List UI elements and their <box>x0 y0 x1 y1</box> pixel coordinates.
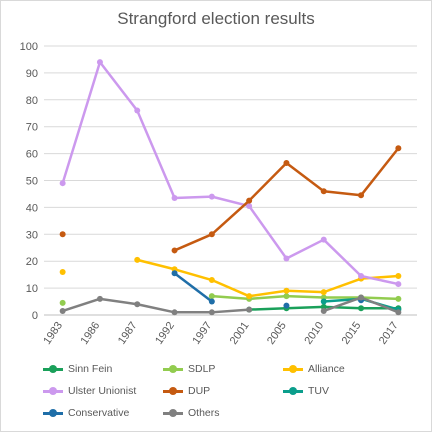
data-point-alliance <box>59 268 66 275</box>
series-line-ulster-unionist <box>61 60 399 286</box>
legend-item: Others <box>163 407 220 419</box>
legend-swatch <box>43 364 63 374</box>
data-point-dup <box>59 231 66 238</box>
legend-swatch <box>283 364 303 374</box>
data-point-alliance <box>320 289 327 296</box>
data-point-conservative <box>283 302 290 309</box>
data-point-others <box>96 295 103 302</box>
y-tick-label: 80 <box>26 95 38 107</box>
legend-item: Alliance <box>283 363 345 375</box>
data-point-sdlp <box>208 293 215 300</box>
x-tick-label: 2005 <box>265 320 289 347</box>
data-point-ulster-unionist <box>320 236 327 243</box>
legend-label: Ulster Unionist <box>68 385 137 397</box>
legend-item: TUV <box>283 385 329 397</box>
legend-item: Sinn Fein <box>43 363 112 375</box>
data-point-alliance <box>395 272 402 279</box>
chart-title: Strangford election results <box>117 9 315 28</box>
data-point-sinn-fein <box>358 305 365 312</box>
data-point-conservative <box>171 270 178 277</box>
series-line-others <box>62 297 250 314</box>
legend-swatch <box>43 386 63 396</box>
data-point-others <box>59 307 66 314</box>
data-point-dup <box>358 192 365 199</box>
data-point-ulster-unionist <box>96 59 103 66</box>
y-tick-label: 0 <box>32 310 38 322</box>
data-point-sdlp <box>283 293 290 300</box>
data-point-sdlp <box>395 295 402 302</box>
series-line-sdlp <box>211 294 399 301</box>
legend-item: Conservative <box>43 407 129 419</box>
data-point-others <box>320 307 327 314</box>
legend-label: DUP <box>188 385 211 397</box>
data-point-ulster-unionist <box>171 194 178 201</box>
data-point-ulster-unionist <box>358 272 365 279</box>
legend-swatch <box>163 364 183 374</box>
legend-label: Others <box>188 407 220 419</box>
y-tick-label: 100 <box>20 41 38 53</box>
data-point-ulster-unionist <box>283 255 290 262</box>
data-point-alliance <box>246 293 253 300</box>
data-point-dup <box>283 160 290 167</box>
x-tick-label: 2015 <box>340 320 364 347</box>
legend-item: SDLP <box>163 363 215 375</box>
legend-label: Conservative <box>68 407 130 419</box>
data-point-others <box>246 306 253 313</box>
y-tick-label: 60 <box>26 149 38 161</box>
legend-swatch <box>163 386 183 396</box>
y-tick-label: 20 <box>26 256 38 268</box>
data-point-others <box>395 309 402 316</box>
y-tick-label: 10 <box>26 283 38 295</box>
data-point-others <box>171 309 178 316</box>
x-tick-label: 1997 <box>190 320 214 347</box>
data-point-others <box>134 301 141 308</box>
x-tick-label: 2017 <box>377 320 401 347</box>
legend-item: Ulster Unionist <box>43 385 136 397</box>
legend-label: TUV <box>308 385 329 397</box>
data-point-ulster-unionist <box>134 107 141 114</box>
legend-label: SDLP <box>188 363 216 375</box>
y-tick-label: 70 <box>26 122 38 134</box>
data-point-alliance <box>134 256 141 263</box>
x-tick-label: 2001 <box>228 320 252 347</box>
y-tick-label: 90 <box>26 68 38 80</box>
data-point-ulster-unionist <box>246 203 253 210</box>
legend-swatch <box>43 408 63 418</box>
data-point-ulster-unionist <box>395 281 402 288</box>
x-tick-label: 1992 <box>153 320 177 347</box>
y-tick-label: 30 <box>26 229 38 241</box>
legend-swatch <box>163 408 183 418</box>
data-point-others <box>358 294 365 301</box>
series-line-conservative <box>173 272 213 303</box>
y-tick-label: 40 <box>26 202 38 214</box>
y-tick-label: 50 <box>26 176 38 188</box>
data-point-ulster-unionist <box>208 193 215 200</box>
legend-label: Sinn Fein <box>68 363 113 375</box>
legend-swatch <box>283 386 303 396</box>
data-point-alliance <box>208 277 215 284</box>
data-point-dup <box>395 145 402 152</box>
data-point-dup <box>320 188 327 195</box>
data-point-alliance <box>283 287 290 294</box>
data-point-dup <box>208 231 215 238</box>
x-tick-label: 1987 <box>116 320 140 347</box>
data-point-ulster-unionist <box>59 180 66 187</box>
data-point-sdlp <box>59 299 66 306</box>
data-point-others <box>208 309 215 316</box>
series-line-alliance <box>136 258 399 298</box>
x-tick-label: 2010 <box>302 320 326 347</box>
x-tick-label: 1986 <box>79 320 103 347</box>
legend-label: Alliance <box>308 363 345 375</box>
data-point-conservative <box>208 298 215 305</box>
data-point-dup <box>246 197 253 204</box>
legend-item: DUP <box>163 385 210 397</box>
data-point-tuv <box>320 298 327 305</box>
data-point-dup <box>171 247 178 254</box>
x-tick-label: 1983 <box>41 320 65 347</box>
